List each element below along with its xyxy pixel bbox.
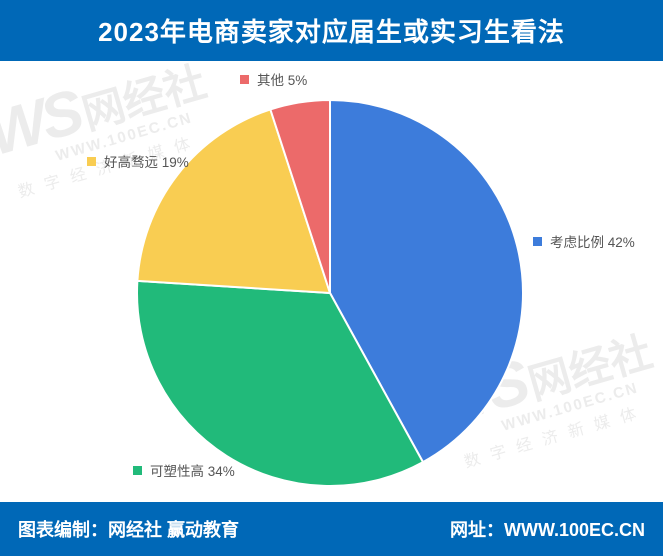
slice-label-text: 考虑比例 42% [550,235,635,250]
pie-slice-1 [136,279,424,487]
slice-label-kaolvbili: 考虑比例 42% [533,231,635,251]
slice-marker-haogaowuyuan [87,156,96,166]
pie-chart [136,99,524,487]
pie-slice-3 [269,99,331,294]
page-title: 2023年电商卖家对应届生或实习生看法 [98,17,565,47]
slice-marker-other [240,74,249,84]
footer-bar: 图表编制：网经社 赢动教育 网址：WWW.100EC.CN [0,502,663,556]
pie-slice-0 [329,99,524,464]
slice-label-kesuxinggao: 可塑性高 34% [133,460,235,480]
header-bar: 2023年电商卖家对应届生或实习生看法 [0,0,663,61]
slice-marker-kaolvbili [533,236,542,246]
slice-label-text: 可塑性高 34% [150,464,235,479]
slice-label-text: 其他 5% [257,73,308,88]
slice-marker-kesuxinggao [133,465,142,475]
slice-label-haogaowuyuan: 好高骛远 19% [87,151,189,171]
pie-slice-2 [136,108,331,294]
slice-label-text: 好高骛远 19% [104,155,189,170]
footer-url: 网址：WWW.100EC.CN [449,520,645,540]
footer-credit: 图表编制：网经社 赢动教育 [18,520,239,540]
pie-chart-area: WS 网经社 WWW.100EC.CN 数字经济新媒体 WS 网经社 WWW.1… [0,58,663,502]
slice-label-other: 其他 5% [240,69,307,89]
